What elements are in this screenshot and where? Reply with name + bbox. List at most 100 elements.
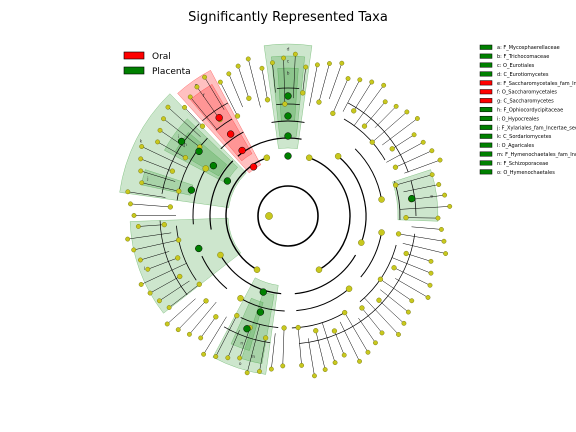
clade-sector-n xyxy=(230,297,264,351)
inner-node-46 xyxy=(316,99,322,105)
leaf-node-18 xyxy=(131,247,137,253)
taxa-key-swatch-12 xyxy=(479,151,493,157)
leaf-node-83 xyxy=(312,373,317,379)
leaf-node-14 xyxy=(147,290,153,296)
mid-node-8 xyxy=(253,266,261,273)
clade-letter-m: m xyxy=(251,355,255,360)
branch-spoke-67 xyxy=(402,243,446,254)
inner-node-38 xyxy=(246,95,252,101)
branch-spoke-36 xyxy=(220,81,238,117)
leaf-node-56 xyxy=(411,132,417,138)
branch-arc-3-1 xyxy=(201,255,228,290)
leaf-node-29 xyxy=(157,127,163,133)
inner-node-42 xyxy=(282,101,288,107)
leaf-node-5 xyxy=(225,355,231,361)
legend-swatch-placenta xyxy=(123,66,145,75)
taxa-key: a: F_Mycosphaerellaceae b: F_Trichocomace… xyxy=(479,44,576,176)
inner-node-40 xyxy=(264,97,271,103)
branch-arc-5-0 xyxy=(223,326,271,344)
inner-node-10 xyxy=(203,298,209,304)
branch-spoke-30 xyxy=(163,118,200,148)
branch-spoke-61 xyxy=(403,184,439,193)
significant-node-15 xyxy=(259,288,267,296)
leaf-node-44 xyxy=(303,64,309,70)
taxa-key-label-6: g: C_Saccharomycetes xyxy=(497,99,554,105)
leaf-node-59 xyxy=(437,157,443,163)
inner-node-60 xyxy=(393,182,399,188)
leaf-node-70 xyxy=(427,282,433,288)
leaf-node-60 xyxy=(429,172,435,178)
leaf-node-4 xyxy=(237,355,243,361)
significant-node-2 xyxy=(284,112,292,120)
leaf-node-0 xyxy=(280,363,286,369)
chart-title: Significantly Represented Taxa xyxy=(188,10,388,25)
leaf-node-82 xyxy=(322,367,328,372)
leaf-node-63 xyxy=(447,203,453,209)
branch-spoke-45 xyxy=(309,64,318,107)
taxa-key-label-14: o: O_Hymenochaetales xyxy=(497,170,555,176)
branch-spoke-77 xyxy=(358,317,376,343)
branch-spoke-51 xyxy=(353,85,384,126)
taxa-key-label-11: l: O_Agaricales xyxy=(497,143,534,149)
leaf-node-53 xyxy=(393,103,399,109)
branch-arc-3-4 xyxy=(271,120,305,123)
branch-spoke-25 xyxy=(140,170,176,182)
branch-arc-3-7 xyxy=(296,288,350,312)
branch-arc-2-4 xyxy=(294,254,357,295)
inner-node-82 xyxy=(313,328,319,334)
branch-spoke-84 xyxy=(297,327,302,366)
leaf-node-38 xyxy=(235,63,241,69)
inner-node-24 xyxy=(176,188,182,194)
branch-spoke-46 xyxy=(318,63,330,103)
mid-node-9 xyxy=(315,266,323,273)
leaf-node-57 xyxy=(420,139,426,145)
legend-label-placenta: Placenta xyxy=(152,67,191,77)
taxa-key-label-7: h: F_Ophiocordycipitaceae xyxy=(497,108,563,114)
inner-node-76 xyxy=(359,305,365,311)
branch-spoke-20 xyxy=(138,224,165,227)
leaf-node-3 xyxy=(244,370,250,376)
mid-node-5 xyxy=(378,229,385,236)
leaf-node-10 xyxy=(175,327,181,333)
clade-letter-f: f xyxy=(203,93,205,99)
inner-node-66 xyxy=(395,231,402,237)
taxa-key-swatch-0 xyxy=(479,44,493,50)
leaf-node-26 xyxy=(138,156,144,162)
inner-node-44 xyxy=(300,90,306,96)
branch-spoke-35 xyxy=(204,77,225,110)
leaf-node-76 xyxy=(379,330,385,336)
leaf-node-55 xyxy=(414,116,420,121)
branch-spoke-4 xyxy=(239,327,251,359)
branch-spoke-53 xyxy=(374,106,397,128)
leaf-node-15 xyxy=(138,282,144,287)
significant-node-16 xyxy=(256,308,265,316)
branch-spoke-52 xyxy=(364,101,386,127)
leaf-node-48 xyxy=(345,76,351,81)
leaf-node-37 xyxy=(226,71,232,77)
leaf-node-40 xyxy=(259,65,265,71)
inner-node-2 xyxy=(263,335,269,341)
branch-arc-5-5 xyxy=(347,102,409,173)
leaf-node-68 xyxy=(428,258,434,264)
inner-node-56 xyxy=(389,146,395,152)
inner-node-72 xyxy=(377,276,384,282)
branch-spoke-54 xyxy=(372,111,408,143)
branch-arc-3-6 xyxy=(360,232,383,278)
branch-spoke-37 xyxy=(228,73,243,108)
significant-node-4 xyxy=(249,163,258,171)
inner-node-48 xyxy=(330,110,336,116)
clade-letter-j: j xyxy=(146,176,148,182)
branch-spoke-38 xyxy=(237,65,250,99)
leaf-node-24 xyxy=(139,180,145,186)
branch-spoke-65 xyxy=(411,226,442,230)
branch-spoke-59 xyxy=(404,159,441,174)
group-legend: Oral Placenta xyxy=(123,51,191,77)
branch-spoke-11 xyxy=(167,298,196,325)
clade-letter-h: h xyxy=(184,142,187,148)
significant-node-12 xyxy=(187,186,196,194)
leaf-node-22 xyxy=(128,201,133,207)
branch-spoke-8 xyxy=(200,316,217,339)
inner-node-70 xyxy=(391,265,397,271)
branch-arc-0-0 xyxy=(257,185,319,247)
leaf-node-21 xyxy=(131,213,137,218)
